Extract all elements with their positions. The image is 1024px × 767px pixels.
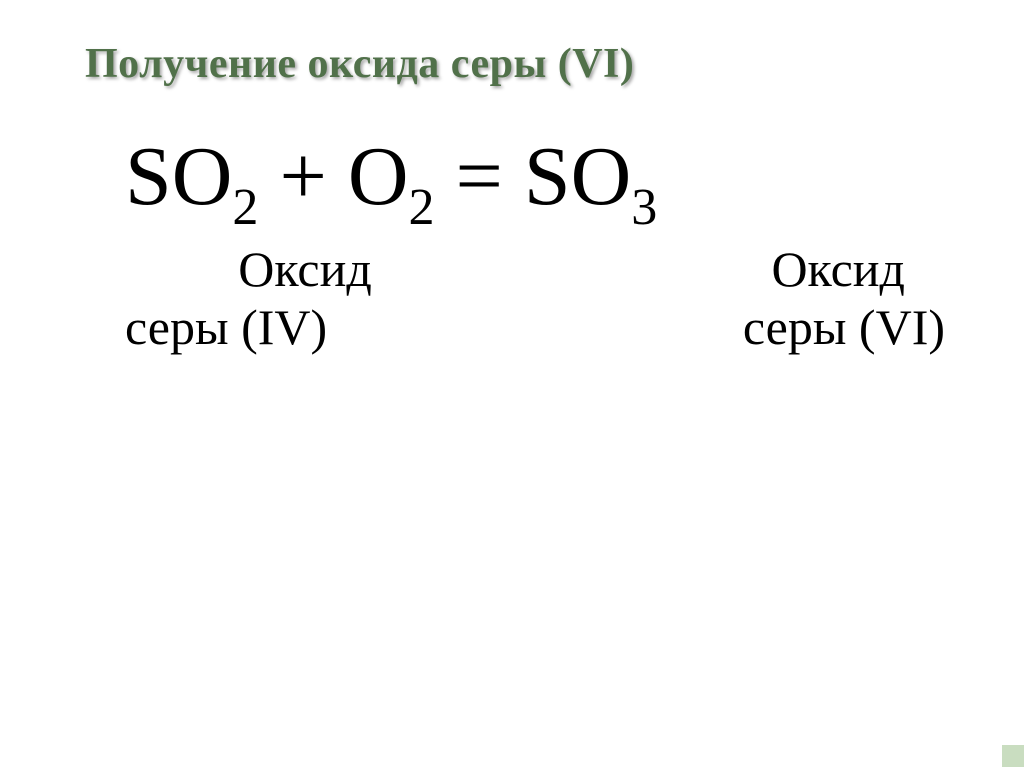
eq-plus: + bbox=[258, 130, 347, 223]
corner-accent-icon bbox=[1002, 745, 1024, 767]
labels-row: Оксид серы (IV) Оксид серы (VI) bbox=[125, 240, 945, 356]
eq-o2-sub: 2 bbox=[408, 179, 434, 236]
label-left-line2: серы (IV) bbox=[125, 298, 485, 356]
eq-so2-sub: 2 bbox=[232, 179, 258, 236]
eq-so2-base: SO bbox=[125, 130, 232, 223]
label-right-line1: Оксид bbox=[585, 240, 945, 298]
label-right: Оксид серы (VI) bbox=[585, 240, 945, 356]
label-left-line1: Оксид bbox=[125, 240, 485, 298]
label-right-line2: серы (VI) bbox=[585, 298, 945, 356]
slide-title: Получение оксида серы (VI) bbox=[85, 40, 964, 88]
slide-container: Получение оксида серы (VI) SO2 + O2 = SO… bbox=[0, 0, 1024, 767]
eq-so3-sub: 3 bbox=[631, 179, 657, 236]
eq-equals: = bbox=[435, 130, 524, 223]
eq-o2-base: O bbox=[348, 130, 409, 223]
label-left: Оксид серы (IV) bbox=[125, 240, 485, 356]
eq-so3-base: SO bbox=[524, 130, 631, 223]
equation-row: SO2 + O2 = SO3 bbox=[125, 128, 964, 235]
